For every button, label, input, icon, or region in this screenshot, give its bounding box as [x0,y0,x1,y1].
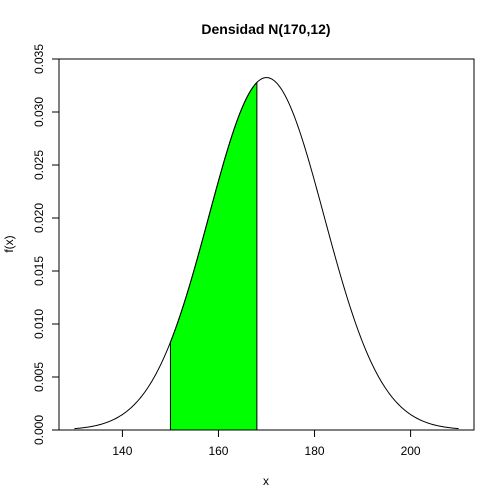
y-tick-label: 0.010 [32,309,46,339]
shaded-probability-area [170,82,256,430]
density-curve [74,78,458,429]
x-tick-label: 180 [305,444,325,458]
x-tick-label: 200 [401,444,421,458]
plot-border [59,59,474,430]
x-axis: 140 160 180 200 [112,430,421,458]
y-tick-label: 0.005 [32,362,46,392]
chart-title: Densidad N(170,12) [201,21,330,37]
y-tick-label: 0.015 [32,256,46,286]
y-axis-label: f(x) [2,235,16,252]
y-tick-label: 0.020 [32,203,46,233]
x-tick-label: 140 [112,444,132,458]
y-tick-label: 0.000 [32,415,46,445]
plot-area [74,78,458,430]
x-axis-label: x [263,474,269,488]
y-tick-label: 0.025 [32,150,46,180]
y-tick-label: 0.035 [32,44,46,74]
y-axis: 0.000 0.005 0.010 0.015 0.020 0.025 0.030 0.035 [32,44,59,445]
y-tick-label: 0.030 [32,97,46,127]
x-tick-label: 160 [208,444,228,458]
